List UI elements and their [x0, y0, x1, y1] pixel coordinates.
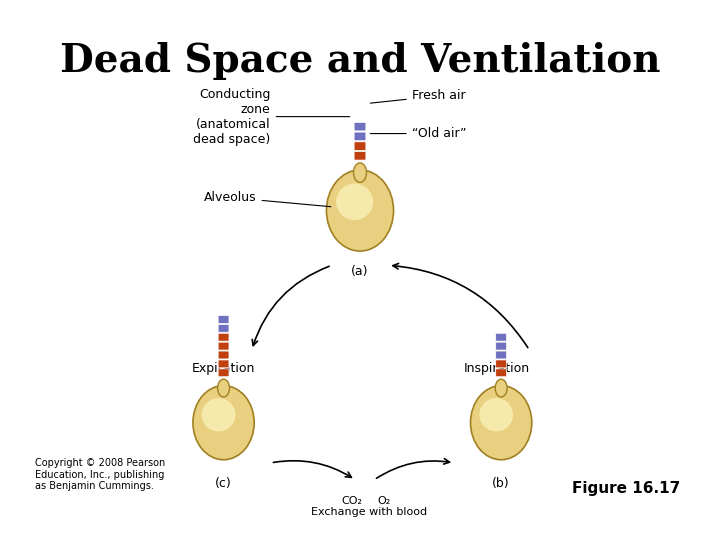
FancyBboxPatch shape	[354, 123, 366, 131]
Text: (a): (a)	[351, 265, 369, 278]
Text: Alveolus: Alveolus	[204, 191, 331, 207]
FancyBboxPatch shape	[218, 360, 229, 368]
FancyBboxPatch shape	[354, 132, 366, 140]
FancyBboxPatch shape	[218, 315, 229, 323]
FancyBboxPatch shape	[218, 325, 229, 332]
FancyBboxPatch shape	[496, 360, 507, 368]
Ellipse shape	[495, 379, 507, 397]
Ellipse shape	[326, 170, 394, 251]
FancyBboxPatch shape	[218, 333, 229, 341]
Text: Conducting
zone
(anatomical
dead space): Conducting zone (anatomical dead space)	[194, 87, 350, 146]
FancyBboxPatch shape	[218, 351, 229, 359]
Text: Dead Space and Ventilation: Dead Space and Ventilation	[60, 42, 660, 80]
Text: Figure 16.17: Figure 16.17	[572, 481, 680, 496]
Ellipse shape	[202, 398, 235, 431]
Ellipse shape	[470, 386, 532, 460]
FancyBboxPatch shape	[218, 342, 229, 350]
Text: Expiration: Expiration	[192, 362, 256, 375]
Text: O₂: O₂	[377, 496, 390, 506]
Text: (b): (b)	[492, 477, 510, 490]
Ellipse shape	[480, 398, 513, 431]
Text: Fresh air: Fresh air	[370, 90, 465, 103]
Ellipse shape	[193, 386, 254, 460]
Text: CO₂: CO₂	[341, 496, 362, 506]
FancyBboxPatch shape	[496, 351, 507, 359]
FancyBboxPatch shape	[496, 342, 507, 350]
Text: Inspiration: Inspiration	[464, 362, 529, 375]
Ellipse shape	[336, 184, 373, 220]
Ellipse shape	[217, 379, 230, 397]
FancyBboxPatch shape	[354, 142, 366, 150]
FancyBboxPatch shape	[496, 369, 507, 377]
FancyBboxPatch shape	[218, 369, 229, 377]
Ellipse shape	[354, 163, 366, 183]
FancyBboxPatch shape	[354, 152, 366, 160]
Text: “Old air”: “Old air”	[370, 127, 467, 140]
Text: Exchange with blood: Exchange with blood	[311, 507, 428, 517]
Text: Copyright © 2008 Pearson
Education, Inc., publishing
as Benjamin Cummings.: Copyright © 2008 Pearson Education, Inc.…	[35, 458, 166, 491]
Text: (c): (c)	[215, 477, 232, 490]
FancyBboxPatch shape	[496, 333, 507, 341]
